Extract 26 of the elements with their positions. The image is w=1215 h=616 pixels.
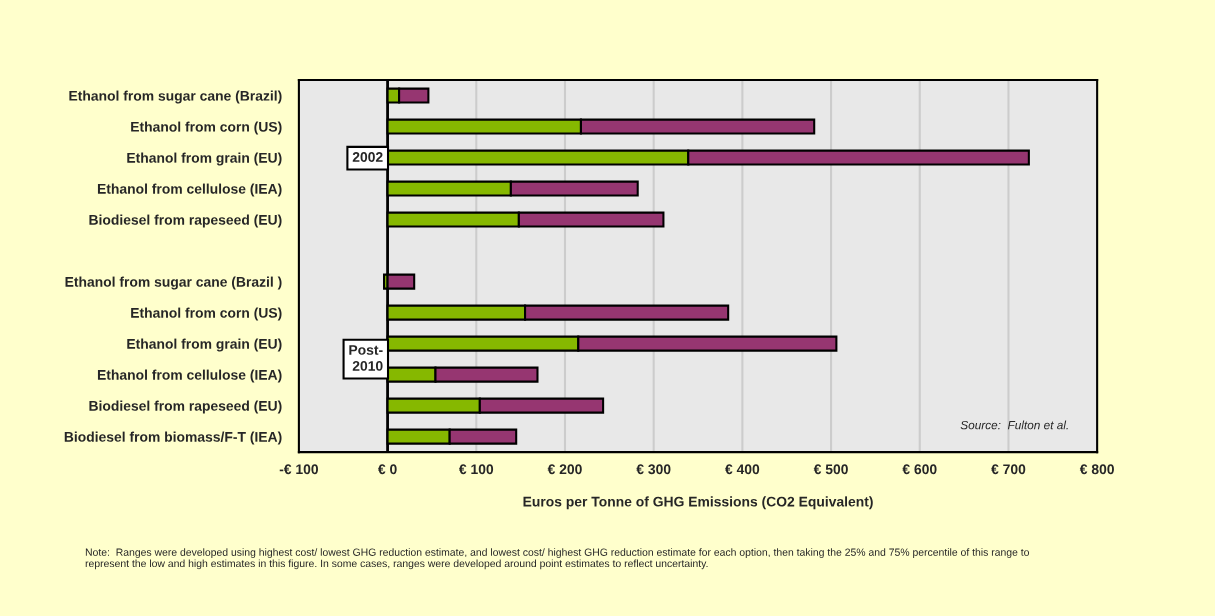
y-tick-label: Ethanol from corn (US)	[131, 121, 282, 135]
x-tick-label: -€ 100	[279, 464, 319, 475]
x-tick-label: € 100	[458, 464, 494, 475]
y-tick-label: Ethanol from sugar cane (Brazil )	[65, 276, 282, 290]
x-tick-label: € 700	[991, 464, 1026, 475]
y-tick-label: Ethanol from sugar cane (Brazil)	[69, 90, 282, 104]
annotation: Source: Fulton et al.	[960, 420, 1068, 430]
x-tick-label: € 400	[725, 464, 760, 475]
y-tick-label: Biodiesel from rapeseed (EU)	[89, 214, 282, 228]
y-tick-label: Ethanol from cellulose (IEA)	[97, 369, 282, 383]
y-tick-label: Ethanol from grain (EU)	[127, 338, 282, 352]
x-axis-title: Euros per Tonne of GHG Emissions (CO2 Equivalent)	[523, 496, 873, 510]
y-tick-label: Ethanol from cellulose (IEA)	[97, 183, 282, 197]
x-tick-label: € 600	[902, 464, 937, 475]
x-tick-label: € 200	[547, 464, 582, 475]
x-tick-label: € 500	[813, 464, 848, 475]
y-tick-label: Biodiesel from biomass/F-T (IEA)	[64, 431, 282, 445]
x-tick-label: € 300	[636, 464, 671, 475]
text: Note: Ranges were developed using highest cost/ lowest GHG reduction estimate, and lowest cost/ highest GHG reduction estimate for each option, then taking the 25% and 75% percentile of this range to represent the low and high estimates in this figure. In some cases, ranges were developed around point estimates to reflect uncertainty.	[85, 548, 1030, 570]
y-tick-label: Ethanol from grain (EU)	[127, 152, 282, 166]
annotation: Post- 2010	[349, 345, 383, 371]
y-tick-label: Ethanol from corn (US)	[131, 307, 282, 321]
y-tick-label: Biodiesel from rapeseed (EU)	[89, 400, 282, 414]
x-tick-label: € 0	[378, 464, 397, 475]
x-tick-label: € 800	[1079, 464, 1114, 475]
annotation: 2002	[352, 152, 383, 162]
